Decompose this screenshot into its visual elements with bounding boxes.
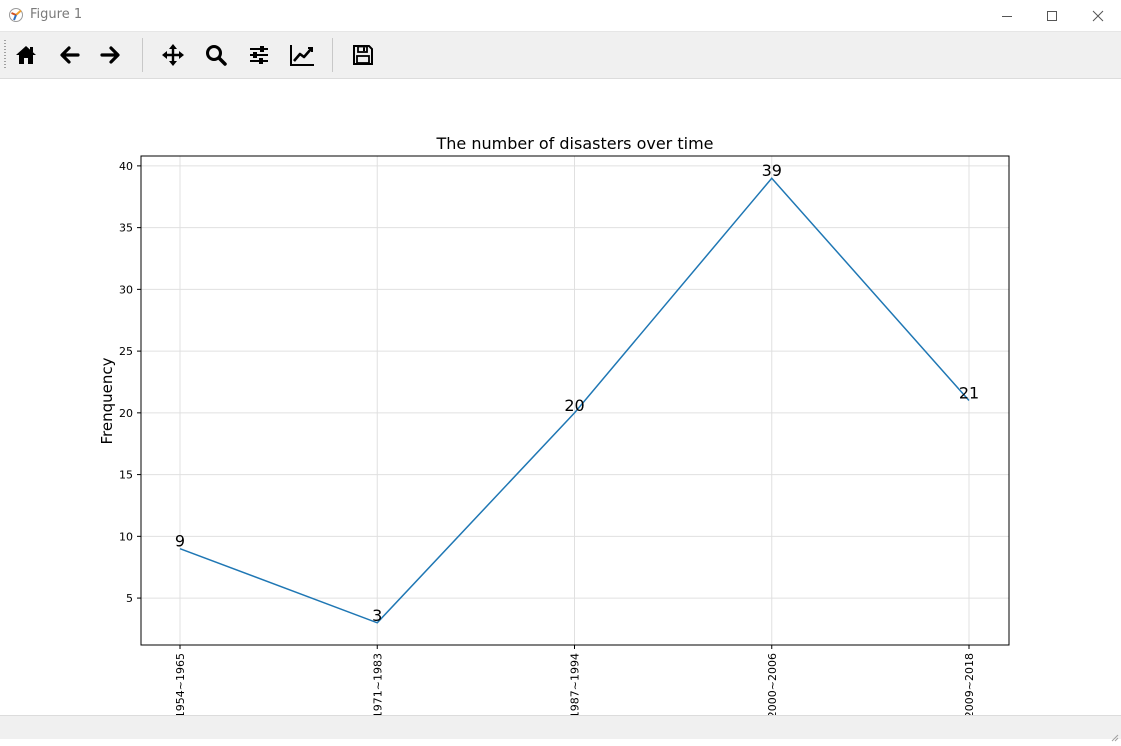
magnifier-icon xyxy=(204,43,228,67)
toolbar-grip[interactable] xyxy=(4,40,6,70)
floppy-disk-icon xyxy=(351,43,375,67)
y-tick-label: 25 xyxy=(119,345,133,358)
chart-title: The number of disasters over time xyxy=(436,134,714,153)
y-tick-label: 35 xyxy=(119,222,133,235)
home-icon xyxy=(14,43,38,67)
back-button[interactable] xyxy=(51,37,87,73)
x-tick-label: 1987~1994 xyxy=(569,653,582,715)
pan-button[interactable] xyxy=(155,37,191,73)
figure-canvas[interactable]: 5 10 15 20 25 30 35 40 1954~1965 1971~1983 1987~1… xyxy=(0,79,1121,718)
data-label: 39 xyxy=(762,161,782,180)
status-bar xyxy=(0,715,1121,742)
x-tick-label: 1954~1965 xyxy=(174,653,187,715)
data-label: 3 xyxy=(372,606,382,625)
line-chart-icon xyxy=(289,43,315,67)
resize-grip-icon[interactable] xyxy=(1109,727,1119,742)
line-chart[interactable]: 5 10 15 20 25 30 35 40 1954~1965 1971~1983 1987~1… xyxy=(0,79,1121,718)
x-tick-label: 2009~2018 xyxy=(963,653,976,715)
zoom-button[interactable] xyxy=(198,37,234,73)
y-tick-label: 30 xyxy=(119,283,133,296)
y-tick-label: 15 xyxy=(119,469,133,482)
sliders-icon xyxy=(247,43,271,67)
y-axis-label: Frenquency xyxy=(98,357,116,444)
minimize-button[interactable] xyxy=(984,0,1030,31)
toolbar-separator xyxy=(142,38,143,72)
navigation-toolbar xyxy=(0,32,1121,79)
minimize-icon xyxy=(1001,10,1013,22)
customize-button[interactable] xyxy=(284,37,320,73)
y-tick-label: 40 xyxy=(119,160,133,173)
arrow-right-icon xyxy=(99,43,123,67)
close-button[interactable] xyxy=(1075,0,1121,31)
title-bar[interactable]: Figure 1 xyxy=(0,0,1121,32)
data-labels: 9 3 20 39 21 xyxy=(175,161,979,625)
maximize-icon xyxy=(1046,10,1058,22)
grid xyxy=(141,156,1009,645)
series-line xyxy=(179,177,970,624)
x-axis-ticks: 1954~1965 1971~1983 1987~1994 2000~2006 2009… xyxy=(174,645,976,718)
forward-button[interactable] xyxy=(93,37,129,73)
data-label: 20 xyxy=(564,396,584,415)
data-label: 9 xyxy=(175,532,185,551)
toolbar-separator xyxy=(332,38,333,72)
matplotlib-icon xyxy=(8,7,24,23)
maximize-button[interactable] xyxy=(1029,0,1075,31)
x-tick-label: 2000~2006 xyxy=(766,653,779,715)
data-label: 21 xyxy=(959,384,979,403)
close-icon xyxy=(1092,10,1104,22)
x-tick-label: 1971~1983 xyxy=(371,653,384,715)
home-button[interactable] xyxy=(8,37,44,73)
save-button[interactable] xyxy=(345,37,381,73)
y-tick-label: 5 xyxy=(126,592,133,605)
arrow-left-icon xyxy=(57,43,81,67)
subplots-button[interactable] xyxy=(241,37,277,73)
move-icon xyxy=(160,42,186,68)
y-tick-label: 20 xyxy=(119,407,133,420)
y-tick-label: 10 xyxy=(119,530,133,543)
y-axis-ticks: 5 10 15 20 25 30 35 40 xyxy=(119,160,141,605)
window-title: Figure 1 xyxy=(30,7,83,22)
